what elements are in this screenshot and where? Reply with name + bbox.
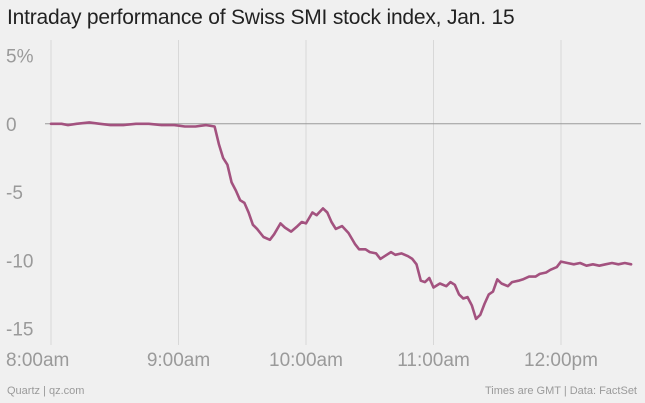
x-tick-label: 12:00pm <box>524 350 598 371</box>
x-tick-label: 9:00am <box>147 350 210 371</box>
y-tick-label: 0 <box>6 115 17 136</box>
x-tick-labels: 8:00am 9:00am 10:00am 11:00am 12:00pm <box>6 350 598 371</box>
series-layer <box>49 121 633 321</box>
footer-credit: Quartz | qz.com <box>7 385 85 397</box>
y-tick-label: -15 <box>6 320 33 341</box>
y-tick-labels: 5% 0 -5 -10 -15 <box>6 47 34 341</box>
chart-title: Intraday performance of Swiss SMI stock … <box>7 6 515 29</box>
x-tick-label: 10:00am <box>269 350 343 371</box>
x-tick-label: 11:00am <box>397 350 470 371</box>
series-line-smi <box>49 121 633 321</box>
footer-source: Times are GMT | Data: FactSet <box>484 385 637 397</box>
x-tick-label: 8:00am <box>6 350 69 371</box>
y-tick-label: -10 <box>6 251 33 272</box>
y-tick-label: -5 <box>6 183 23 204</box>
grid-layer <box>50 40 562 345</box>
y-tick-label: 5% <box>6 47 34 68</box>
